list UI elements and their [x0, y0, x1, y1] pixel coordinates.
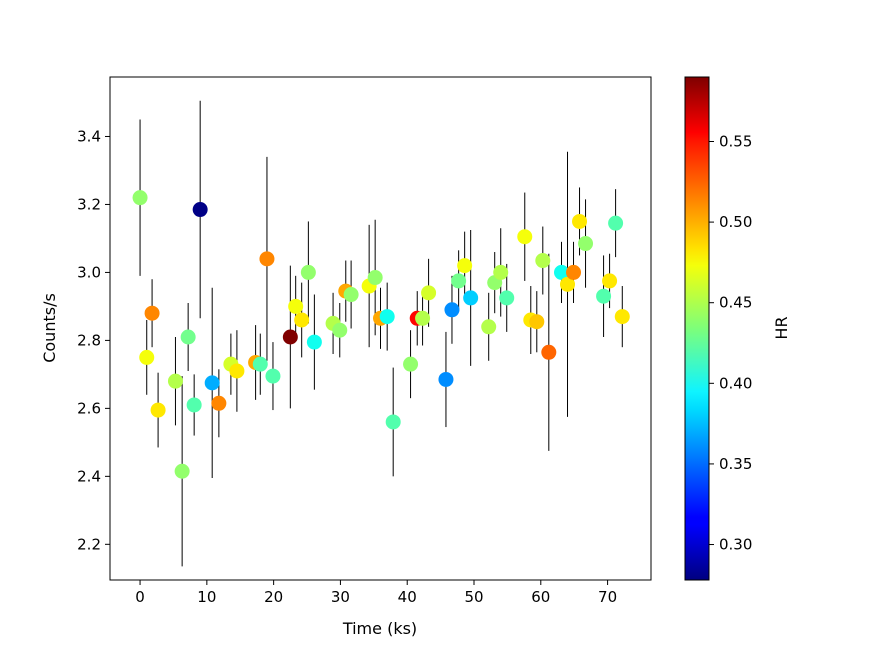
- x-tick-label: 20: [264, 588, 283, 606]
- data-point: [259, 251, 275, 267]
- x-tick-label: 30: [331, 588, 350, 606]
- plot-frame: [109, 76, 652, 581]
- data-point: [421, 285, 437, 301]
- data-point: [139, 349, 155, 365]
- colorbar: 0.30 0.35 0.40 0.45 0.50 0.55: [684, 76, 752, 581]
- data-point: [186, 397, 202, 413]
- data-point: [144, 305, 160, 321]
- data-point: [343, 287, 359, 303]
- data-point: [306, 334, 322, 350]
- x-tick-label: 0: [135, 588, 145, 606]
- data-point: [282, 329, 298, 345]
- x-tick-label: 50: [464, 588, 483, 606]
- data-point: [517, 229, 533, 245]
- x-tick-label: 40: [398, 588, 417, 606]
- x-tick-label: 60: [531, 588, 550, 606]
- data-point: [578, 236, 594, 252]
- data-point: [252, 356, 268, 372]
- data-point: [229, 363, 245, 379]
- data-point: [451, 273, 467, 289]
- data-point: [150, 402, 166, 418]
- data-point: [385, 414, 401, 430]
- colorbar-frame: [684, 76, 710, 581]
- data-point: [300, 264, 316, 280]
- data-point: [180, 329, 196, 345]
- colorbar-tick-label: 0.40: [719, 374, 752, 392]
- x-tick-label: 10: [197, 588, 216, 606]
- data-point: [535, 253, 551, 269]
- y-tick-label: 2.8: [77, 331, 101, 349]
- data-point: [608, 215, 624, 231]
- x-axis-label: Time (ks): [342, 619, 417, 638]
- data-point: [403, 356, 419, 372]
- data-point: [493, 264, 509, 280]
- data-point: [457, 258, 473, 274]
- data-point: [481, 319, 497, 335]
- data-point: [265, 368, 281, 384]
- data-point: [288, 298, 304, 314]
- data-point: [529, 314, 545, 330]
- colorbar-label: HR: [772, 316, 791, 339]
- data-point: [379, 309, 395, 325]
- colorbar-tick-label: 0.55: [719, 132, 752, 150]
- data-point: [174, 463, 190, 479]
- y-tick-label: 2.4: [77, 467, 101, 485]
- colorbar-tick-label: 0.35: [719, 455, 752, 473]
- data-point: [463, 290, 479, 306]
- y-axis-label: Counts/s: [40, 293, 59, 363]
- y-tick-label: 3.2: [77, 195, 101, 213]
- data-point: [332, 322, 348, 338]
- data-point: [192, 202, 208, 218]
- colorbar-tick-label: 0.45: [719, 294, 752, 312]
- data-point: [554, 264, 570, 280]
- x-tick-label: 70: [598, 588, 617, 606]
- data-point: [438, 371, 454, 387]
- data-point: [596, 288, 612, 304]
- data-point: [132, 190, 148, 206]
- data-point: [499, 290, 515, 306]
- data-point: [614, 309, 630, 325]
- y-tick-label: 2.6: [77, 399, 101, 417]
- colorbar-tick-label: 0.50: [719, 213, 752, 231]
- data-point: [211, 395, 227, 411]
- data-point: [204, 375, 220, 391]
- plot-area: [132, 100, 630, 567]
- data-point: [560, 276, 576, 292]
- data-point: [602, 273, 618, 289]
- data-point: [294, 312, 310, 328]
- data-point: [444, 302, 460, 318]
- data-point: [572, 213, 588, 229]
- data-point: [566, 264, 582, 280]
- y-tick-label: 3.4: [77, 127, 101, 145]
- data-point: [367, 270, 383, 286]
- data-point: [415, 310, 431, 326]
- colorbar-tick-label: 0.30: [719, 536, 752, 554]
- data-point: [167, 373, 183, 389]
- axes: 0 10 20 30 40 50 60 70 2.2 2.4 2.6 2.8 3.0 3.2 3.4: [77, 76, 652, 606]
- colorbar-gradient: [685, 77, 709, 580]
- data-point: [541, 344, 557, 360]
- y-tick-label: 3.0: [77, 263, 101, 281]
- y-tick-label: 2.2: [77, 535, 101, 553]
